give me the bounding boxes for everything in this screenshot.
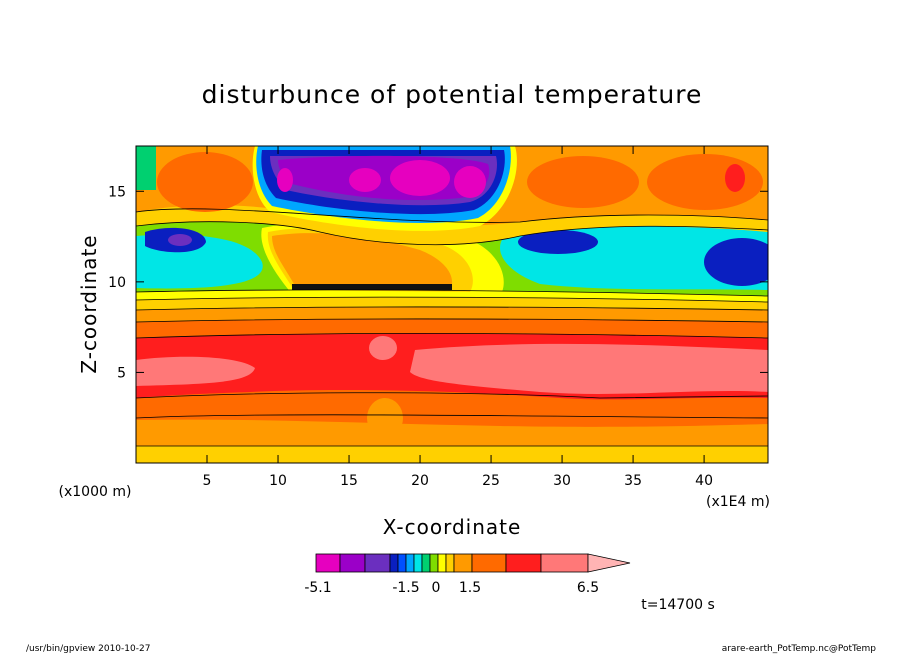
x-tick-label: 15	[340, 473, 358, 489]
y-axis-label: Z-coordinate	[77, 234, 101, 373]
colorbar-label: 0	[432, 580, 441, 596]
colorbar-bin	[315, 553, 341, 573]
orange-layer-1	[136, 319, 768, 338]
colorbar-bin	[413, 553, 423, 573]
x-axis-unit: (x1E4 m)	[706, 494, 770, 510]
colorbar-bin	[339, 553, 366, 573]
y-tick-label: 15	[108, 184, 126, 200]
colorbar-bin	[364, 553, 391, 573]
x-tick-label: 20	[411, 473, 429, 489]
pink-blob	[369, 336, 397, 360]
green-edge	[136, 146, 156, 190]
gold-layer	[136, 297, 768, 310]
warm-cell-left	[157, 152, 253, 212]
plot-frame	[135, 145, 769, 464]
y-axis-ticks: 5 10 15	[108, 184, 768, 381]
pink-region-right	[410, 343, 768, 394]
colorbar	[315, 553, 631, 573]
x-tick-label: 10	[269, 473, 287, 489]
dense-contours	[292, 284, 452, 290]
colorbar-bin	[505, 553, 542, 573]
colorbar-label: -5.1	[304, 580, 331, 596]
colorbar-label: 6.5	[577, 580, 599, 596]
magenta-cell-a	[349, 168, 381, 192]
magenta-cell-d	[277, 168, 293, 192]
y-tick-label: 10	[108, 275, 126, 291]
x-axis-label: X-coordinate	[383, 515, 522, 539]
magenta-cell-c	[454, 166, 486, 198]
colorbar-bin	[445, 553, 455, 573]
chart-title: disturbunce of potential temperature	[202, 80, 703, 109]
lower-orange-band	[136, 419, 768, 446]
near-surface-band	[136, 446, 768, 463]
colorbar-bin	[389, 553, 399, 573]
time-label: t=14700 s	[641, 597, 715, 613]
contour-fill-layer	[136, 146, 768, 463]
y-tick-label: 5	[117, 365, 126, 381]
colorbar-bin	[421, 553, 431, 573]
x-tick-label: 30	[553, 473, 571, 489]
orange-wedge	[272, 233, 453, 290]
red-cell	[725, 164, 745, 192]
blue-right-b	[704, 238, 768, 286]
magenta-cell-b	[390, 160, 450, 196]
x-tick-label: 35	[624, 473, 642, 489]
footer-left: /usr/bin/gpview 2010-10-27	[26, 644, 150, 654]
colorbar-extend-arrow	[587, 553, 631, 573]
orange-band	[136, 396, 768, 420]
colorbar-bin	[453, 553, 473, 573]
colorbar-bin	[540, 553, 589, 573]
x-tick-label: 25	[482, 473, 500, 489]
colorbar-bin	[471, 553, 507, 573]
orange-blob	[367, 398, 403, 438]
colorbar-bin	[429, 553, 439, 573]
warm-cell-mid	[527, 156, 639, 208]
colorbar-label: 1.5	[459, 580, 481, 596]
y-axis-unit: (x1000 m)	[59, 484, 132, 500]
x-axis-ticks: 5 10 15 20 25 30 35 40	[203, 146, 713, 489]
orange-layer-2	[136, 307, 768, 322]
pink-region-left	[136, 356, 255, 386]
blue-right-a	[518, 230, 598, 254]
x-tick-label: 5	[203, 473, 212, 489]
colorbar-label: -1.5	[392, 580, 419, 596]
purple-left	[168, 234, 192, 246]
colorbar-labels: -5.1 -1.5 0 1.5 6.5	[304, 580, 599, 596]
x-tick-label: 40	[695, 473, 713, 489]
colorbar-bin	[437, 553, 447, 573]
colorbar-bin	[397, 553, 407, 573]
contour-lines	[136, 208, 768, 447]
warm-cell-right	[647, 154, 763, 210]
footer-right: arare-earth_PotTemp.nc@PotTemp	[722, 644, 877, 654]
colorbar-bin	[405, 553, 415, 573]
